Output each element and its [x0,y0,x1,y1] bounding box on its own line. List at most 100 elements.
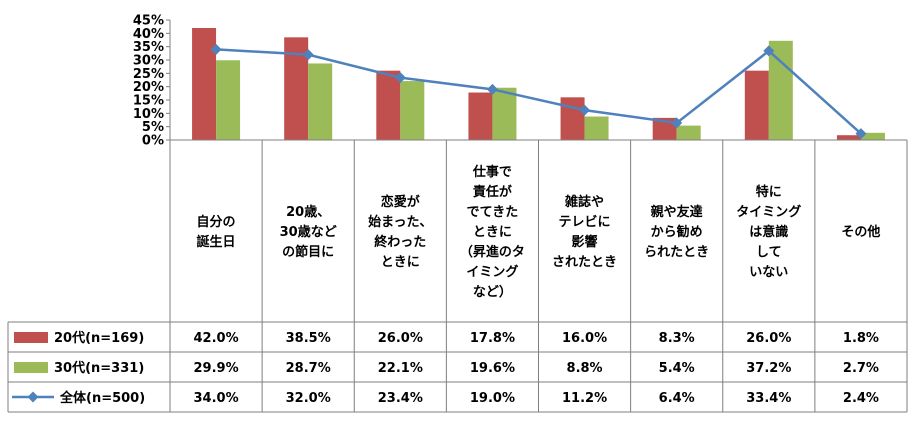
data-cell: 37.2% [746,361,791,376]
category-label-line: 終わった [374,234,426,250]
data-cell: 2.7% [843,361,879,376]
y-tick-label: 5% [142,120,164,135]
legend-label: 20代(n=169) [54,330,144,346]
category-label-line: いない [749,265,788,280]
data-cell: 6.4% [659,391,695,406]
bar-twenties [652,117,677,140]
category-label-line: から勧め [651,224,703,240]
legend-label: 30代(n=331) [54,360,144,376]
category-label-line: 始まった、 [368,214,432,230]
data-cell: 2.4% [843,391,879,406]
point-overall [763,45,775,57]
category-label-line: タイミング [736,204,801,220]
bar-thirties [676,125,701,140]
bar-thirties [492,87,517,140]
data-cell: 32.0% [286,391,331,406]
data-cell: 33.4% [746,391,791,406]
category-label-line: は意識 [749,224,788,240]
category-label: その他 [841,224,880,240]
category-label: 20歳、 30歳などの節目に [280,204,337,260]
category-label-line: ときに [381,255,420,270]
line-overall [215,48,862,135]
category-label-line: 仕事で [472,164,512,180]
data-cell: 5.4% [659,361,695,376]
category-label-line: して [756,245,782,260]
y-tick-label: 15% [133,94,164,109]
bar-twenties [376,70,401,140]
category-label-line: 特に [756,184,782,200]
data-cell: 1.8% [843,331,879,346]
category-label: 仕事で責任がでてきたときに （昇進のタイミングなど） [460,164,525,300]
category-label: 恋愛が始まった、終わったときに [368,194,432,270]
y-tick-label: 35% [133,40,164,55]
data-cell: 8.3% [659,331,695,346]
y-tick-label: 10% [133,107,164,122]
y-tick-label: 25% [133,67,164,82]
category-label-line: 自分の [197,214,236,230]
point-overall [671,117,683,129]
data-cell: 26.0% [378,331,423,346]
data-cell: 8.8% [567,361,603,376]
data-cell: 17.8% [470,331,515,346]
category-label-line: （昇進のタ [460,244,525,260]
y-tick-label: 30% [133,54,164,69]
bar-twenties [560,97,585,140]
category-label: 雑誌やテレビに影響されたとき [552,194,617,270]
bar-thirties [860,132,885,140]
data-cell: 34.0% [194,391,239,406]
category-label-line: など） [473,284,512,300]
point-overall [302,49,314,61]
data-cell: 38.5% [286,331,331,346]
bar-thirties [584,116,609,140]
category-label-line: ときに [473,225,512,240]
bar-thirties [308,63,333,140]
data-cell: 26.0% [746,331,791,346]
bar-thirties [216,60,241,141]
data-cell: 19.6% [470,361,515,376]
data-cell: 42.0% [194,331,239,346]
category-label-line: 恋愛が [381,194,420,210]
legend-label: 全体(n=500) [59,390,145,406]
category-label-line: 責任が [473,184,512,200]
data-cell: 23.4% [378,391,423,406]
data-cell: 16.0% [562,331,607,346]
bar-thirties [768,40,793,140]
category-label-line: 影響 [572,234,598,250]
data-cell: 19.0% [470,391,515,406]
y-tick-label: 40% [133,27,164,42]
data-cell: 11.2% [562,391,607,406]
category-label-line: テレビに [559,214,611,230]
category-label-line: 30歳など [280,224,337,240]
y-tick-label: 20% [133,80,164,95]
data-cell: 29.9% [194,361,239,376]
category-label-line: の節目に [282,244,334,260]
category-label-line: 誕生日 [197,234,236,250]
bar-twenties [744,70,769,140]
category-label-line: その他 [841,224,880,240]
category-label-line: 親や友達 [651,204,703,220]
bar-twenties [192,28,217,140]
point-overall [210,43,222,55]
category-label: 自分の誕生日 [197,214,236,250]
legend-key-bar [14,332,48,343]
category-label-line: イミング [466,264,518,280]
bar-twenties [836,135,861,140]
data-cell: 28.7% [286,361,331,376]
category-label-line: でてきた [467,205,519,220]
point-overall [855,128,867,140]
y-tick-label: 0% [142,134,164,149]
category-label-line: 雑誌や [564,194,604,210]
category-label: 親や友達から勧められたとき [644,204,709,260]
category-label-line: られたとき [644,245,709,260]
category-label: 特にタイミングは意識していない [736,184,801,280]
data-cell: 22.1% [378,361,423,376]
point-overall [394,72,406,84]
bar-twenties [468,92,493,140]
legend-key-marker [27,391,39,403]
point-overall [579,104,591,116]
category-label-line: 20歳、 [286,204,330,220]
y-tick-label: 45% [133,14,164,29]
category-label-line: されたとき [552,255,617,270]
legend-key-bar [14,362,48,373]
